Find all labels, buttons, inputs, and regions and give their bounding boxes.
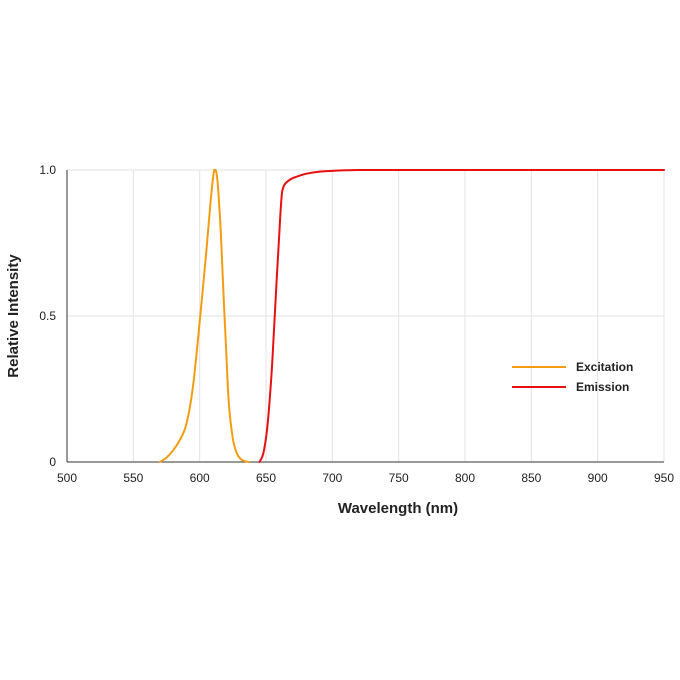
x-tick-label: 900 [588, 471, 608, 485]
grid-lines [67, 169, 665, 462]
axes [66, 170, 664, 463]
x-tick-label: 800 [455, 471, 475, 485]
legend-label-emission: Emission [576, 380, 629, 394]
x-tick-label: 750 [389, 471, 409, 485]
x-tick-label: 500 [57, 471, 77, 485]
x-tick-label: 700 [322, 471, 342, 485]
emission-series-line [258, 169, 665, 463]
excitation-series-line [158, 169, 250, 463]
x-tick-label: 650 [256, 471, 276, 485]
y-tick-label: 0 [49, 455, 56, 469]
legend-label-excitation: Excitation [576, 360, 633, 374]
y-tick-label: 1.0 [39, 163, 56, 177]
x-tick-label: 550 [123, 471, 143, 485]
tick-labels: 500 550 600 650 700 750 800 850 900 950 0 0.5 1.0 [39, 163, 674, 485]
x-tick-label: 950 [654, 471, 674, 485]
x-axis-title: Wavelength (nm) [338, 500, 458, 517]
y-tick-label: 0.5 [39, 309, 56, 323]
y-axis-title: Relative Intensity [5, 254, 22, 378]
x-tick-label: 600 [190, 471, 210, 485]
x-tick-label: 850 [521, 471, 541, 485]
series-lines [158, 169, 665, 463]
legend: Excitation Emission [512, 360, 633, 394]
